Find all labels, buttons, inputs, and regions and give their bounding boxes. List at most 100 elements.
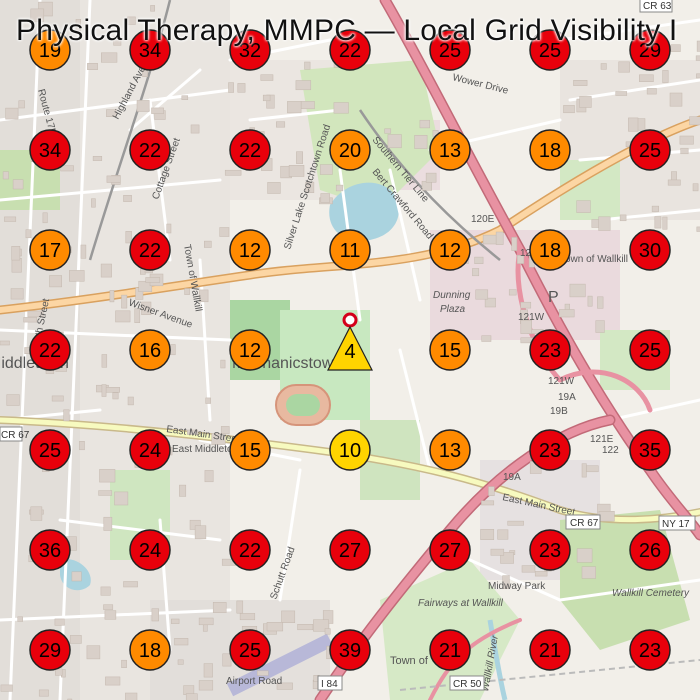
grid-point-marker[interactable] xyxy=(629,429,671,471)
grid-point-marker[interactable] xyxy=(129,329,171,371)
business-marker[interactable]: 4 xyxy=(327,312,373,371)
grid-point-rank: 21 xyxy=(539,640,561,662)
grid-point-rank: 32 xyxy=(239,40,261,62)
shield-cr50: CR 50 xyxy=(453,679,482,690)
grid-point-marker[interactable] xyxy=(29,229,71,271)
shield-ny17: NY 17 xyxy=(662,519,690,530)
grid-point-marker[interactable] xyxy=(29,629,71,671)
grid-point-marker[interactable] xyxy=(129,529,171,571)
grid-point-marker[interactable] xyxy=(629,529,671,571)
grid-point-rank: 25 xyxy=(239,640,261,662)
grid-point-marker[interactable] xyxy=(129,629,171,671)
grid-point-rank: 27 xyxy=(339,540,361,562)
grid-point-marker[interactable] xyxy=(229,629,271,671)
rank-grid: 19 34 32 22 25 25 29 34 22 22 20 13 18 25 17 22 12 11 12 18… xyxy=(29,29,671,671)
grid-point-marker[interactable] xyxy=(529,129,571,171)
label-midway-park: Midway Park xyxy=(488,581,546,592)
grid-point-rank: 34 xyxy=(139,40,161,62)
label-exit-121w-1: 121W xyxy=(518,312,545,323)
airport-runway xyxy=(226,633,334,697)
grid-point-rank: 29 xyxy=(639,40,661,62)
grid-point-marker[interactable] xyxy=(329,529,371,571)
grid-point-rank: 20 xyxy=(339,140,361,162)
business-triangle-icon xyxy=(327,325,373,371)
grid-point-marker[interactable] xyxy=(129,429,171,471)
grid-point-marker[interactable] xyxy=(229,29,271,71)
grid-point-marker[interactable] xyxy=(229,529,271,571)
grid-point-marker[interactable] xyxy=(29,329,71,371)
grid-point-rank: 30 xyxy=(639,240,661,262)
label-exit-19a-2: 19A xyxy=(503,472,521,483)
grid-point-rank: 23 xyxy=(539,440,561,462)
grid-point-marker[interactable] xyxy=(629,629,671,671)
grid-point-rank: 18 xyxy=(139,640,161,662)
grid-point-rank: 11 xyxy=(340,240,361,262)
grid-point-marker[interactable] xyxy=(229,329,271,371)
shield-cr63: CR 63 xyxy=(643,1,672,12)
grid-point-marker[interactable] xyxy=(429,129,471,171)
grid-point-marker[interactable] xyxy=(229,129,271,171)
grid-point-marker[interactable] xyxy=(329,629,371,671)
grid-point-marker[interactable] xyxy=(29,429,71,471)
label-fairways: Fairways at Wallkill xyxy=(418,598,504,609)
grid-point-rank: 24 xyxy=(139,540,161,562)
parking-icon: P xyxy=(548,289,559,306)
grid-point-rank: 36 xyxy=(39,540,61,562)
grid-point-marker[interactable] xyxy=(429,629,471,671)
map-title: Physical Therapy, MMPC — Local Grid Visi… xyxy=(16,14,678,47)
grid-point-rank: 25 xyxy=(439,40,461,62)
grid-point-rank: 15 xyxy=(439,340,461,362)
grid-point-rank: 12 xyxy=(239,240,261,262)
label-exit-19b: 19B xyxy=(550,406,568,417)
grid-point-marker[interactable] xyxy=(629,329,671,371)
grid-point-rank: 35 xyxy=(639,440,661,462)
grid-point-marker[interactable] xyxy=(429,529,471,571)
grid-point-rank: 22 xyxy=(339,40,361,62)
grid-point-marker[interactable] xyxy=(129,129,171,171)
grid-point-rank: 29 xyxy=(39,640,61,662)
grid-point-marker[interactable] xyxy=(329,229,371,271)
grid-point-marker[interactable] xyxy=(429,429,471,471)
label-exit-120: 120 xyxy=(520,248,537,259)
grid-point-marker[interactable] xyxy=(129,29,171,71)
grid-point-marker[interactable] xyxy=(29,29,71,71)
label-town-of: Town of xyxy=(390,655,429,667)
label-exit-120e: 120E xyxy=(471,214,495,225)
grid-point-marker[interactable] xyxy=(529,629,571,671)
grid-point-marker[interactable] xyxy=(529,229,571,271)
label-town-of-wallkill-2: Town of Wallkill xyxy=(560,254,628,265)
grid-point-marker[interactable] xyxy=(529,429,571,471)
grid-point-rank: 21 xyxy=(439,640,461,662)
grid-point-marker[interactable] xyxy=(129,229,171,271)
grid-point-rank: 12 xyxy=(239,340,261,362)
grid-point-marker[interactable] xyxy=(329,29,371,71)
grid-point-rank: 23 xyxy=(539,540,561,562)
grid-point-marker[interactable] xyxy=(529,329,571,371)
grid-point-marker[interactable] xyxy=(629,129,671,171)
grid-point-rank: 26 xyxy=(639,540,661,562)
grid-point-rank: 25 xyxy=(539,40,561,62)
grid-point-rank: 34 xyxy=(39,140,61,162)
grid-point-marker[interactable] xyxy=(529,529,571,571)
grid-point-marker[interactable] xyxy=(229,429,271,471)
grid-point-marker[interactable] xyxy=(629,29,671,71)
grid-point-marker[interactable] xyxy=(329,429,371,471)
business-rank: 4 xyxy=(344,341,355,363)
grid-point-marker[interactable] xyxy=(629,229,671,271)
label-exit-121w-2: 121W xyxy=(548,376,575,387)
grid-point-marker[interactable] xyxy=(429,229,471,271)
grid-point-rank: 18 xyxy=(539,240,561,262)
grid-point-marker[interactable] xyxy=(229,229,271,271)
grid-point-marker[interactable] xyxy=(529,29,571,71)
grid-point-marker[interactable] xyxy=(429,29,471,71)
grid-point-marker[interactable] xyxy=(29,529,71,571)
grid-point-marker[interactable] xyxy=(329,129,371,171)
grid-point-marker[interactable] xyxy=(29,129,71,171)
grid-point-rank: 15 xyxy=(239,440,261,462)
grid-point-marker[interactable] xyxy=(429,329,471,371)
grid-point-rank: 22 xyxy=(239,540,261,562)
shield-cr67: CR 67 xyxy=(570,518,599,529)
